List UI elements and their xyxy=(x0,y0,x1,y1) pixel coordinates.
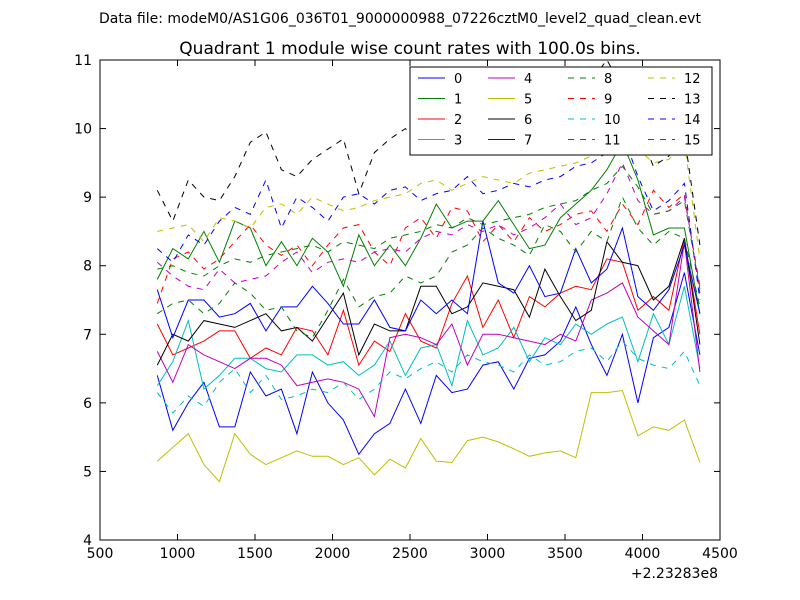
legend-label-10: 10 xyxy=(604,113,621,128)
series-line-10 xyxy=(156,340,701,414)
legend-box xyxy=(409,66,713,156)
x-tick-label: 1500 xyxy=(237,546,273,562)
x-tick-label: 3000 xyxy=(470,546,506,562)
x-tick-label: 500 xyxy=(87,546,114,562)
y-tick-labels: 4 5 6 7 8 9 10 11 xyxy=(74,53,92,549)
y-tick-label: 8 xyxy=(83,259,92,275)
series-line-8 xyxy=(157,195,701,339)
series-line-0 xyxy=(156,272,701,456)
legend-label-2: 2 xyxy=(454,113,462,128)
y-tick-label: 4 xyxy=(83,533,92,549)
legend-label-14: 14 xyxy=(684,113,701,128)
series-line-6 xyxy=(156,238,701,366)
x-tick-label: 3500 xyxy=(547,546,583,562)
series-line-3 xyxy=(156,286,701,391)
legend-label-1: 1 xyxy=(454,93,462,108)
y-tick-label: 11 xyxy=(74,53,92,69)
series-line-14 xyxy=(156,130,701,301)
file-suptitle: Data file: modeM0/AS1G06_036T01_90000009… xyxy=(99,11,701,27)
series-line-2 xyxy=(156,238,701,367)
plot-frame xyxy=(99,59,721,541)
series-line-7 xyxy=(156,220,701,340)
legend-label-9: 9 xyxy=(604,93,612,108)
legend-label-15: 15 xyxy=(684,134,701,149)
x-tick-labels: 500 1000 1500 2000 2500 3000 3500 4000 4500 xyxy=(87,546,738,562)
legend-label-0: 0 xyxy=(454,72,462,87)
chart-title: Quadrant 1 module wise count rates with … xyxy=(179,39,640,59)
x-tick-label: 4000 xyxy=(625,546,661,562)
series-line-15 xyxy=(157,165,701,290)
series-line-11 xyxy=(156,161,701,291)
series-line-9 xyxy=(156,189,701,304)
legend-label-6: 6 xyxy=(524,113,532,128)
x-tick-label: 4500 xyxy=(702,546,738,562)
legend-label-11: 11 xyxy=(604,134,621,149)
legend-label-13: 13 xyxy=(684,93,701,108)
legend-label-5: 5 xyxy=(524,93,532,108)
legend-label-3: 3 xyxy=(454,134,462,149)
legend-label-8: 8 xyxy=(604,72,612,87)
x-tick-label: 1000 xyxy=(160,546,196,562)
legend-label-4: 4 xyxy=(524,72,532,87)
y-tick-label: 5 xyxy=(83,464,92,480)
legend-label-12: 12 xyxy=(684,72,701,87)
legend-label-7: 7 xyxy=(524,134,532,149)
series-line-4 xyxy=(156,241,701,419)
x-offset-label: +2.23283e8 xyxy=(631,566,718,582)
series-line-5 xyxy=(156,389,701,483)
y-tick-label: 6 xyxy=(83,396,92,412)
x-tick-label: 2000 xyxy=(315,546,351,562)
y-tick-label: 10 xyxy=(74,122,92,138)
y-tick-label: 7 xyxy=(83,327,92,343)
x-tick-label: 2500 xyxy=(392,546,428,562)
y-tick-label: 9 xyxy=(83,190,92,206)
